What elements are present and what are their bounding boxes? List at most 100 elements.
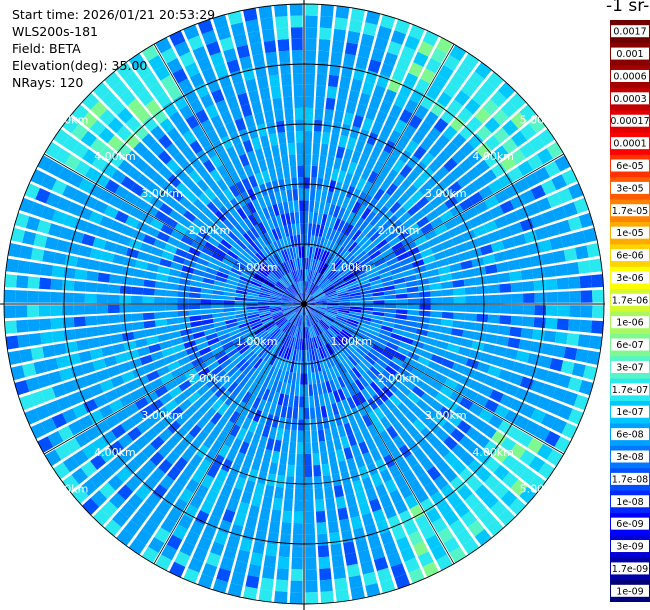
- ray-bin: [420, 441, 435, 456]
- ray-bin: [204, 356, 217, 367]
- ray-bin: [346, 320, 358, 328]
- ray-bin: [326, 293, 338, 298]
- ray-bin: [181, 433, 195, 447]
- ray-bin: [197, 56, 212, 72]
- ray-bin: [328, 144, 337, 158]
- ray-bin: [277, 393, 285, 406]
- ray-bin: [173, 202, 187, 216]
- ray-bin: [297, 326, 301, 339]
- ray-bin: [354, 455, 366, 469]
- ray-bin: [523, 305, 535, 315]
- ray-bin: [385, 231, 397, 243]
- ray-bin: [194, 362, 207, 373]
- ray-bin: [387, 515, 402, 530]
- ray-bin: [293, 511, 303, 524]
- ray-bin: [108, 314, 121, 324]
- ray-bin: [288, 395, 294, 408]
- ray-bin: [418, 316, 431, 324]
- ray-bin: [365, 106, 378, 121]
- ray-bin: [476, 313, 489, 323]
- ray-bin: [135, 375, 150, 387]
- ray-bin: [278, 50, 291, 63]
- ray-bin: [589, 258, 603, 273]
- ray-bin: [314, 308, 325, 315]
- ray-bin: [474, 529, 492, 546]
- ray-bin: [250, 241, 261, 253]
- ray-bin: [320, 4, 334, 17]
- ray-bin: [384, 479, 398, 494]
- ray-bin: [127, 166, 142, 182]
- ray-bin: [28, 333, 42, 346]
- ray-bin: [48, 223, 63, 238]
- ray-bin: [254, 482, 265, 496]
- ray-bin: [53, 462, 70, 480]
- ray-bin: [447, 99, 463, 115]
- ray-bin: [405, 453, 419, 468]
- ray-bin: [362, 451, 374, 466]
- ray-bin: [270, 509, 282, 522]
- ray-bin: [373, 174, 386, 188]
- ray-bin: [264, 232, 273, 244]
- range-ring-label: 5.00km: [47, 483, 89, 496]
- ray-bin: [443, 54, 460, 71]
- ray-bin: [304, 223, 308, 235]
- ray-bin: [511, 130, 528, 147]
- ray-bin: [174, 222, 188, 235]
- ray-bin: [181, 145, 195, 160]
- ray-bin: [518, 339, 532, 351]
- ray-bin: [400, 45, 416, 61]
- ray-bin: [59, 367, 74, 382]
- ray-bin: [567, 216, 583, 231]
- ray-bin: [196, 179, 209, 192]
- ray-bin: [369, 381, 381, 394]
- ray-bin: [396, 252, 410, 262]
- ray-bin: [465, 304, 478, 313]
- ray-bin: [361, 297, 374, 301]
- ray-bin: [387, 552, 402, 567]
- ray-bin: [183, 210, 196, 223]
- ray-bin: [323, 265, 331, 276]
- ray-bin: [473, 225, 487, 237]
- ray-bin: [226, 250, 239, 260]
- ray-bin: [131, 286, 144, 295]
- ray-bin: [182, 463, 197, 478]
- ray-bin: [358, 128, 370, 143]
- ray-bin: [210, 479, 224, 494]
- ray-bin: [390, 267, 403, 276]
- ray-bin: [460, 260, 474, 270]
- ray-bin: [93, 200, 109, 214]
- ray-bin: [235, 414, 246, 428]
- ray-bin: [257, 267, 268, 277]
- ray-bin: [388, 236, 401, 247]
- ray-bin: [399, 179, 412, 192]
- ray-bin: [355, 56, 369, 70]
- ray-bin: [325, 290, 337, 296]
- ray-bin: [19, 394, 35, 411]
- ray-bin: [331, 121, 342, 135]
- ray-bin: [17, 260, 31, 274]
- ray-bin: [170, 406, 184, 420]
- ray-bin: [541, 179, 557, 195]
- ray-bin: [125, 349, 140, 361]
- ray-bin: [110, 220, 125, 233]
- ray-bin: [353, 527, 366, 541]
- ray-bin: [205, 377, 218, 389]
- ray-bin: [410, 404, 424, 418]
- ray-bin: [304, 257, 307, 270]
- ray-bin: [285, 323, 293, 334]
- ray-bin: [334, 17, 348, 31]
- ray-bin: [224, 394, 236, 407]
- ray-bin: [305, 592, 319, 604]
- ray-bin: [321, 281, 331, 290]
- ray-bin: [104, 205, 119, 219]
- ray-bin: [405, 280, 418, 288]
- ray-bin: [335, 285, 347, 292]
- ray-bin: [35, 187, 51, 204]
- ray-bin: [389, 394, 402, 407]
- ray-bin: [255, 329, 267, 338]
- ray-bin: [530, 184, 546, 200]
- ray-bin: [297, 430, 304, 443]
- ray-bin: [484, 333, 498, 344]
- ray-bin: [275, 344, 283, 356]
- ray-bin: [14, 212, 30, 228]
